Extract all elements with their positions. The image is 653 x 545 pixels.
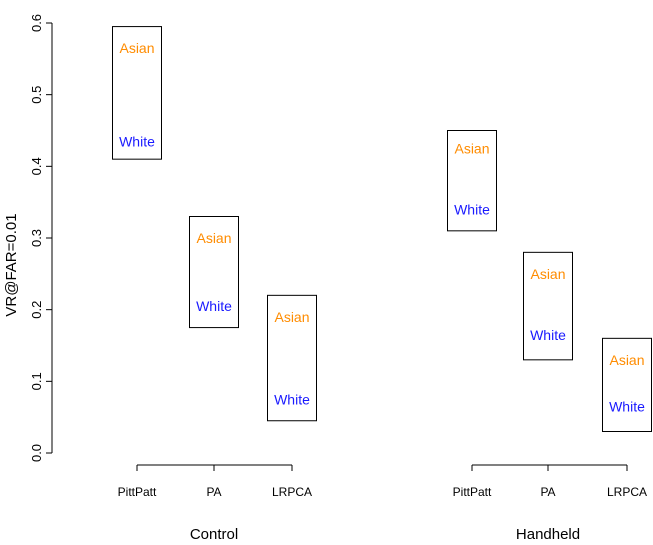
range-box [602, 337, 652, 433]
y-tick-label: 0.0 [29, 444, 44, 462]
group-label: Control [190, 526, 238, 543]
y-tick-label: 0.2 [29, 301, 44, 319]
group-label: Handheld [516, 526, 580, 543]
x-tick-label: PittPatt [118, 485, 157, 499]
range-box [267, 294, 317, 422]
y-axis-label: VR@FAR=0.01 [3, 213, 20, 316]
asian-label: Asian [530, 266, 565, 282]
x-tick-label: LRPCA [272, 485, 312, 499]
y-tick-label: 0.3 [29, 229, 44, 247]
y-tick-label: 0.6 [29, 14, 44, 32]
plot-area: Asian White Asian White Asian White Asian White… [112, 26, 652, 433]
white-label: White [609, 398, 645, 414]
range-box [112, 26, 162, 160]
range-box [523, 251, 573, 361]
asian-label: Asian [454, 140, 489, 156]
white-label: White [454, 201, 490, 217]
asian-label: Asian [196, 230, 231, 246]
y-tick-label: 0.4 [29, 157, 44, 175]
range-box [447, 130, 497, 232]
white-label: White [196, 298, 232, 314]
x-axes: PittPatt PA LRPCA Control PittPatt PA LRPCA Han… [118, 464, 647, 543]
asian-label: Asian [609, 352, 644, 368]
x-tick-label: PA [540, 485, 555, 499]
y-tick-label: 0.1 [29, 372, 44, 390]
x-tick-label: PittPatt [453, 485, 492, 499]
asian-label: Asian [274, 309, 309, 325]
y-tick-label: 0.5 [29, 86, 44, 104]
white-label: White [274, 391, 310, 407]
white-label: White [530, 327, 566, 343]
range-box [189, 216, 239, 329]
x-tick-label: PA [206, 485, 221, 499]
y-axis: 0.0 0.1 0.2 0.3 0.4 0.5 0.6 [29, 14, 53, 462]
asian-label: Asian [119, 40, 154, 56]
white-label: White [119, 133, 155, 149]
x-tick-label: LRPCA [607, 485, 647, 499]
